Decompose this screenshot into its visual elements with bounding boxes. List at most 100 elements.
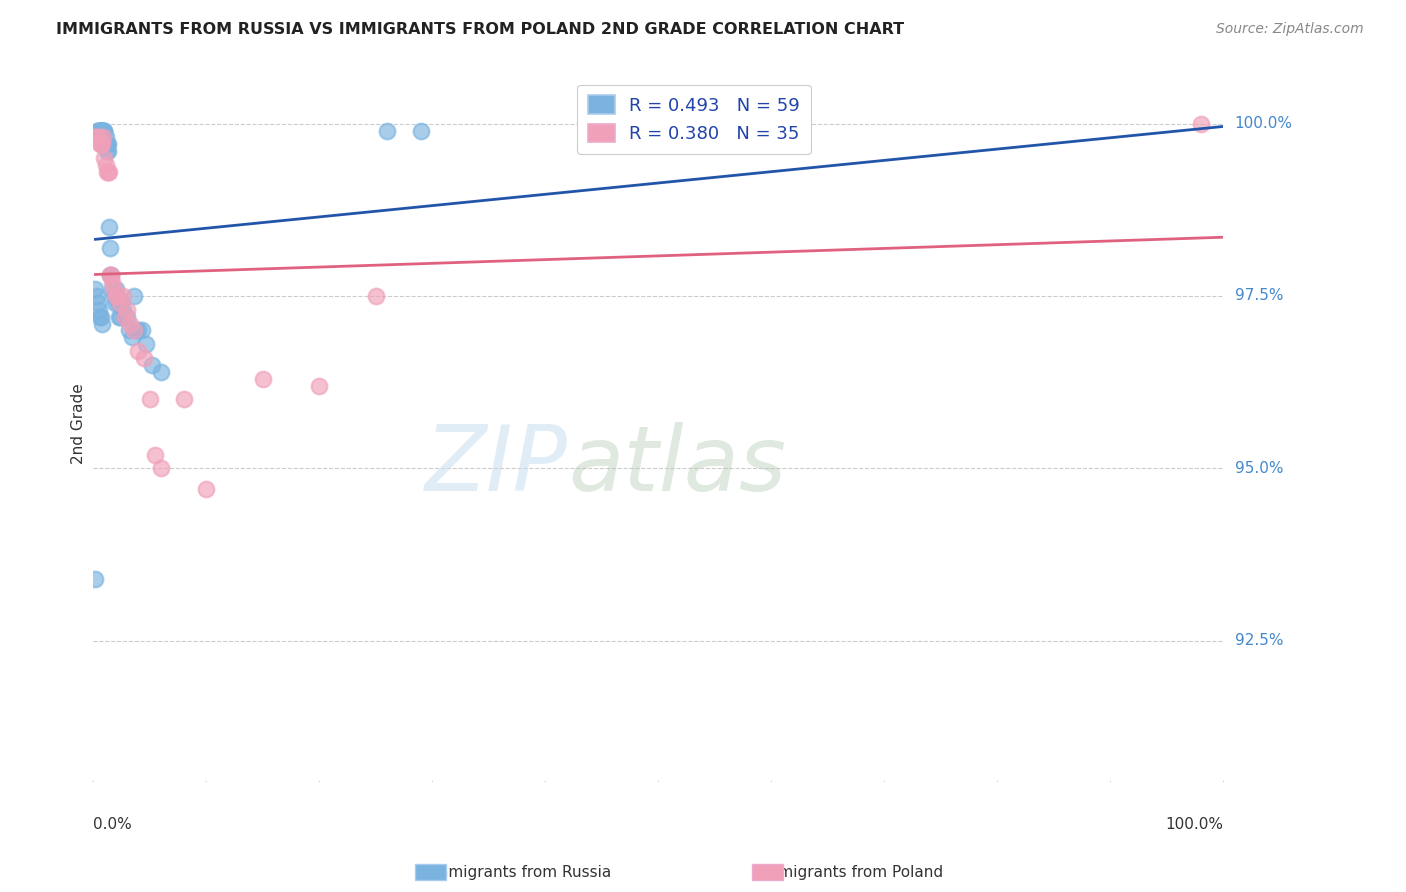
Point xyxy=(91,123,114,137)
Point xyxy=(97,137,120,152)
Point xyxy=(89,123,111,137)
Text: 97.5%: 97.5% xyxy=(1234,288,1284,303)
Point xyxy=(98,268,121,283)
Point xyxy=(141,358,163,372)
Point xyxy=(93,123,115,137)
Point xyxy=(409,123,432,137)
Text: 95.0%: 95.0% xyxy=(1234,461,1284,475)
Point xyxy=(97,165,120,179)
Point xyxy=(114,310,136,324)
Point xyxy=(96,165,118,179)
Text: 100.0%: 100.0% xyxy=(1166,817,1223,832)
Point xyxy=(91,123,114,137)
Point xyxy=(135,337,157,351)
Point xyxy=(107,296,129,310)
Text: ZIP: ZIP xyxy=(425,422,568,510)
Point xyxy=(97,145,120,159)
Point xyxy=(118,323,141,337)
Point xyxy=(89,137,111,152)
Point xyxy=(110,310,132,324)
Point xyxy=(101,282,124,296)
Point xyxy=(195,482,218,496)
Point xyxy=(91,123,114,137)
Point xyxy=(127,323,149,337)
Point xyxy=(115,310,138,324)
Point xyxy=(115,302,138,317)
Point xyxy=(252,372,274,386)
Point xyxy=(122,323,145,337)
Point xyxy=(98,220,121,235)
Text: atlas: atlas xyxy=(568,422,786,510)
Point xyxy=(103,282,125,296)
Point xyxy=(138,392,160,407)
Text: 92.5%: 92.5% xyxy=(1234,633,1284,648)
Y-axis label: 2nd Grade: 2nd Grade xyxy=(72,384,86,464)
Point xyxy=(101,275,124,289)
Text: Immigrants from Poland: Immigrants from Poland xyxy=(759,865,942,880)
Point xyxy=(103,289,125,303)
Point xyxy=(90,137,112,152)
Point xyxy=(87,302,110,317)
Point xyxy=(86,123,108,137)
Point xyxy=(87,123,110,137)
Point xyxy=(120,317,142,331)
Point xyxy=(150,461,173,475)
Point xyxy=(127,344,149,359)
Point xyxy=(150,365,173,379)
Point xyxy=(94,130,117,145)
Point xyxy=(98,268,121,283)
Point xyxy=(89,310,111,324)
Point xyxy=(89,123,111,137)
Point xyxy=(93,123,115,137)
Text: Immigrants from Russia: Immigrants from Russia xyxy=(429,865,612,880)
Point xyxy=(108,310,131,324)
Text: Source: ZipAtlas.com: Source: ZipAtlas.com xyxy=(1216,22,1364,37)
Point xyxy=(98,165,121,179)
Point xyxy=(131,323,153,337)
Point xyxy=(125,323,148,337)
Point xyxy=(100,268,122,283)
Point xyxy=(90,310,112,324)
Point xyxy=(96,145,118,159)
Point xyxy=(96,137,118,152)
Point xyxy=(173,392,195,407)
Point xyxy=(143,448,166,462)
Point xyxy=(84,282,107,296)
Point xyxy=(104,296,127,310)
Point xyxy=(110,296,132,310)
Legend: R = 0.493   N = 59, R = 0.380   N = 35: R = 0.493 N = 59, R = 0.380 N = 35 xyxy=(576,85,811,154)
Text: IMMIGRANTS FROM RUSSIA VS IMMIGRANTS FROM POLAND 2ND GRADE CORRELATION CHART: IMMIGRANTS FROM RUSSIA VS IMMIGRANTS FRO… xyxy=(56,22,904,37)
Point xyxy=(91,317,114,331)
Point xyxy=(86,296,108,310)
Point xyxy=(121,330,143,344)
Point xyxy=(90,123,112,137)
Point xyxy=(114,310,136,324)
Point xyxy=(104,282,127,296)
Point xyxy=(111,302,134,317)
Point xyxy=(84,130,107,145)
Point xyxy=(87,130,110,145)
Point xyxy=(96,137,118,152)
Point xyxy=(93,151,115,165)
Point xyxy=(98,241,121,255)
Point xyxy=(111,289,134,303)
Point xyxy=(375,123,398,137)
Point xyxy=(93,130,115,145)
Point xyxy=(90,123,112,137)
Point xyxy=(86,130,108,145)
Point xyxy=(86,123,108,137)
Point xyxy=(110,296,132,310)
Point xyxy=(132,351,155,365)
Point xyxy=(104,289,127,303)
Text: 100.0%: 100.0% xyxy=(1234,116,1292,131)
Text: 0.0%: 0.0% xyxy=(93,817,132,832)
Point xyxy=(84,572,107,586)
Point xyxy=(105,289,128,303)
Point xyxy=(122,289,145,303)
Point xyxy=(94,158,117,172)
Point xyxy=(93,123,115,137)
Point xyxy=(308,378,330,392)
Point xyxy=(93,137,115,152)
Point xyxy=(86,289,108,303)
Point xyxy=(1189,117,1212,131)
